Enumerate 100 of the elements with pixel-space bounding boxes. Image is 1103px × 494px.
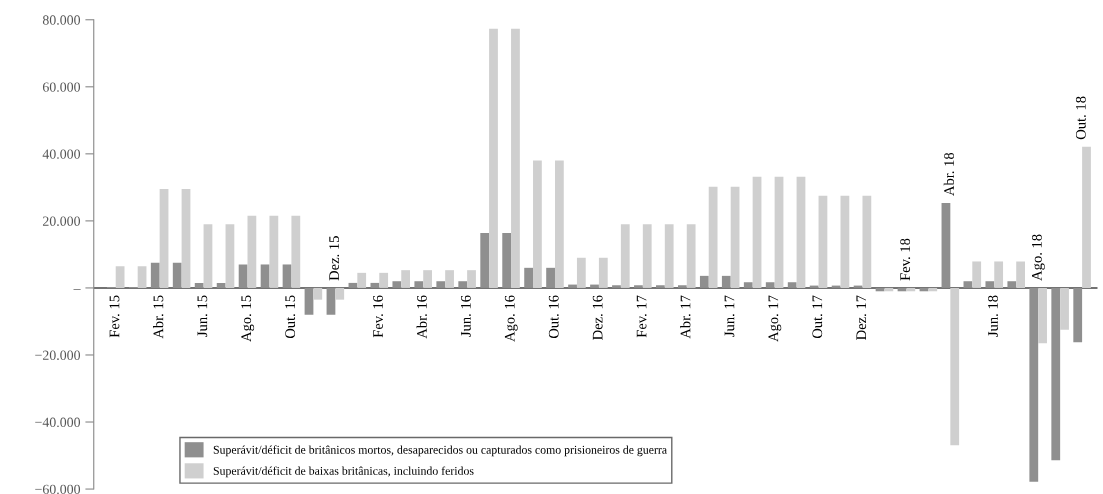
x-tick-label: Ago. 17 — [768, 295, 782, 342]
bar — [972, 261, 982, 288]
bar — [445, 270, 454, 288]
x-tick-label: Abr. 15 — [153, 295, 164, 339]
bar — [216, 282, 226, 288]
bar — [1016, 261, 1026, 288]
bar — [524, 267, 534, 288]
bar — [1038, 287, 1047, 344]
bar — [511, 28, 520, 288]
y-tick-label: 20.000 — [42, 216, 81, 226]
bar — [686, 224, 696, 288]
bar — [436, 281, 446, 288]
x-tick-label: Ago. 15 — [241, 295, 255, 342]
x-tick-label: Abr. 18 — [943, 152, 955, 196]
y-tick-label: 80.000 — [42, 15, 81, 25]
x-tick-label: Jun. 18 — [988, 295, 998, 337]
bar — [370, 282, 380, 288]
bar — [1007, 281, 1017, 288]
bar — [194, 282, 204, 288]
bar — [554, 160, 564, 288]
y-tick-label: – — [73, 289, 81, 290]
x-tick-label: Dez. 17 — [856, 295, 867, 340]
bar — [379, 272, 389, 288]
bar — [787, 282, 797, 288]
y-tick-label: −20.000 — [35, 350, 81, 360]
bar — [598, 257, 608, 288]
bar — [774, 176, 784, 288]
bar — [884, 287, 894, 292]
bar — [752, 176, 762, 288]
bar — [796, 176, 806, 288]
bar — [401, 270, 411, 288]
bar — [335, 287, 345, 300]
bar — [730, 186, 740, 288]
bar — [313, 287, 323, 300]
bar — [634, 285, 643, 288]
bar — [708, 186, 718, 288]
bar — [172, 262, 182, 288]
x-tick-label: Fev. 17 — [636, 295, 647, 338]
bar — [291, 215, 301, 288]
bar — [392, 281, 402, 288]
bar — [247, 215, 257, 288]
bar — [150, 262, 160, 288]
bar — [357, 272, 367, 288]
bar — [467, 270, 476, 288]
x-tick-label: Ago. 18 — [1031, 234, 1045, 281]
bar — [326, 287, 336, 315]
x-tick-label: Out. 15 — [285, 295, 296, 339]
bar — [950, 287, 960, 446]
bar — [620, 224, 630, 288]
bar — [137, 266, 147, 288]
bar — [533, 160, 542, 288]
bar — [225, 224, 235, 288]
bar — [181, 189, 191, 288]
bar — [743, 282, 753, 288]
bar — [1029, 287, 1039, 482]
x-tick-label: Out. 18 — [1075, 96, 1086, 140]
bar — [963, 281, 973, 288]
bar — [656, 285, 665, 288]
x-tick-label: Dez. 16 — [592, 295, 603, 340]
bar — [458, 281, 468, 288]
bar — [348, 282, 358, 288]
bar — [642, 224, 652, 288]
bar — [115, 266, 125, 288]
bar — [1060, 287, 1069, 330]
bar — [414, 281, 424, 288]
bar — [260, 264, 270, 288]
bar — [1073, 287, 1083, 343]
x-tick-label: Fev. 15 — [109, 295, 120, 338]
x-tick-label: Abr. 17 — [680, 295, 691, 339]
bar — [502, 232, 512, 288]
bar — [489, 28, 498, 288]
x-tick-label: Ago. 16 — [504, 295, 518, 342]
x-tick-label: Jun. 16 — [460, 295, 471, 337]
bar — [928, 287, 938, 292]
x-tick-label: Abr. 16 — [416, 295, 427, 339]
x-tick-label: Dez. 15 — [329, 236, 340, 281]
bar — [203, 224, 213, 288]
legend-label: Superávit/déficit de baixas britânicas, incluindo feridos — [213, 466, 474, 478]
bar — [269, 215, 279, 288]
bar — [1051, 287, 1061, 461]
bar — [238, 264, 248, 288]
bar — [423, 270, 432, 288]
bar — [985, 281, 995, 288]
bar — [568, 284, 577, 288]
y-tick-label: −40.000 — [35, 417, 81, 428]
y-tick-label: 40.000 — [42, 149, 81, 159]
bar — [576, 257, 586, 288]
bar — [546, 267, 555, 288]
bar — [677, 285, 687, 288]
bar — [765, 282, 775, 288]
bar — [941, 203, 951, 288]
x-tick-label: Fev. 18 — [900, 238, 911, 281]
x-tick-label: Out. 16 — [548, 295, 559, 339]
bar — [1082, 146, 1091, 288]
x-tick-label: Out. 17 — [812, 295, 823, 339]
y-tick-label: −60.000 — [35, 484, 81, 494]
bar — [906, 287, 916, 292]
x-tick-label: Jun. 17 — [724, 295, 735, 337]
x-tick-label: Fev. 16 — [373, 295, 383, 338]
bar — [282, 264, 292, 288]
